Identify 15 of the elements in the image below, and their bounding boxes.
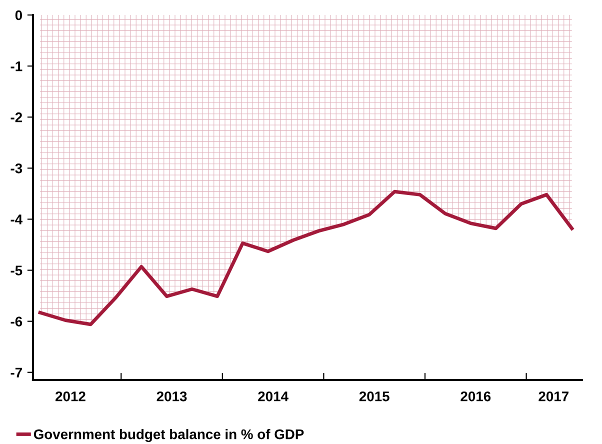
y-tick-label: -3 <box>10 163 22 174</box>
y-tick-label: -6 <box>10 316 22 326</box>
x-tick-label: 2015 <box>359 391 390 402</box>
x-tick-label: 2013 <box>156 391 187 402</box>
x-tick-label: 2016 <box>460 391 491 402</box>
x-tick-label: 2017 <box>538 391 568 402</box>
y-tick-label: -7 <box>10 368 22 378</box>
y-tick-label: -5 <box>10 266 22 276</box>
y-tick-label: -2 <box>10 112 22 122</box>
x-tick-label: 2012 <box>56 391 86 402</box>
y-tick-label: 0 <box>15 10 22 20</box>
y-tick-label: -4 <box>10 214 23 224</box>
legend-label: Government budget balance in % of GDP <box>34 429 304 442</box>
x-tick-label: 2014 <box>258 391 288 402</box>
y-tick-label: -1 <box>10 62 22 72</box>
